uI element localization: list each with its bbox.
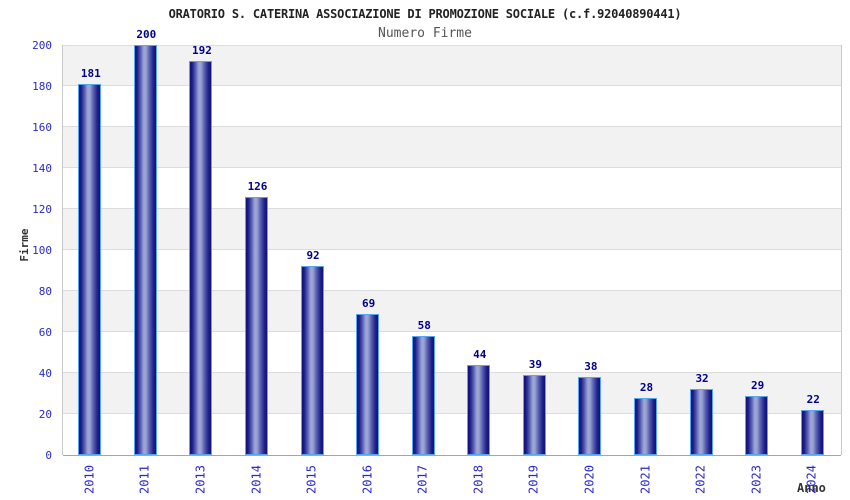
x-tick-label: 2017 [415,465,430,494]
bar-2014 [245,197,268,455]
bar-value-label: 192 [191,44,212,57]
bar-value-label: 38 [584,360,598,373]
bar-value-label: 32 [695,372,709,385]
gridline [63,167,841,168]
x-tick-label: 2013 [193,465,208,494]
x-tick-label: 2021 [638,465,652,494]
x-tick-label: 2015 [304,465,319,494]
bar-value-label: 126 [247,180,268,193]
x-tick-label: 2010 [82,465,97,494]
chart-title: ORATORIO S. CATERINA ASSOCIAZIONE DI PRO… [168,7,682,21]
bar-value-label: 28 [639,381,654,394]
y-tick-label: 160 [32,120,52,134]
y-tick-label: 40 [38,366,52,380]
gridline [63,290,841,291]
bar-2020 [578,377,602,455]
x-axis-line [63,455,841,456]
bar-2016 [356,314,380,455]
gridline [63,372,841,373]
bar-value-label: 92 [306,249,320,262]
x-axis-label: Anno [797,481,826,495]
x-axis-ticks: 2010 2011 2013 2014 2015 2016 2017 2018 2019 2020… [62,455,840,500]
x-tick-label: 2014 [249,465,263,494]
bar-value-label: 200 [136,28,157,41]
gridline [63,85,841,86]
plot-area: 181 200 192 126 92 69 58 44 39 38 28 32 29 22 [62,28,842,456]
gridline [63,331,841,332]
x-tick-label: 2019 [526,465,541,494]
bar-2013 [189,61,213,455]
y-axis-label: Firme [18,228,31,262]
bar-value-label: 22 [806,393,820,406]
bar-2018 [467,365,491,455]
bar-value-label: 181 [80,67,101,80]
bar-value-label: 39 [528,358,542,371]
bar-value-label: 58 [417,319,431,332]
bar-2017 [411,336,435,455]
bar-2015 [300,266,324,455]
y-tick-label: 120 [32,202,52,216]
y-tick-label: 60 [38,325,52,339]
y-tick-label: 0 [45,448,52,462]
x-tick-label: 2023 [749,465,764,494]
gridline [63,208,841,209]
bar-2011 [133,45,157,455]
chart-subtitle: Numero Firme [378,26,472,41]
bar-2023 [745,396,769,455]
bar-value-label: 69 [362,297,376,310]
bar-2024 [800,410,824,455]
gridline [63,413,841,414]
bar-value-label: 29 [751,379,765,392]
bar-value-label: 44 [473,348,487,361]
y-tick-label: 140 [32,161,52,175]
gridline [63,45,841,46]
bar-2022 [689,389,713,455]
x-tick-label: 2011 [137,465,152,494]
y-tick-label: 180 [32,79,52,93]
y-tick-label: 100 [32,243,52,257]
x-tick-label: 2020 [582,465,597,494]
y-tick-label: 200 [32,38,52,52]
x-tick-label: 2022 [693,465,708,494]
x-tick-label: 2016 [360,465,375,494]
y-tick-label: 80 [38,284,52,298]
gridline [63,249,841,250]
bar-2021 [634,398,657,455]
bar-2019 [522,375,546,455]
gridline [63,126,841,127]
y-tick-label: 20 [38,407,52,421]
bar-2010 [78,84,102,455]
x-tick-label: 2018 [471,465,486,494]
